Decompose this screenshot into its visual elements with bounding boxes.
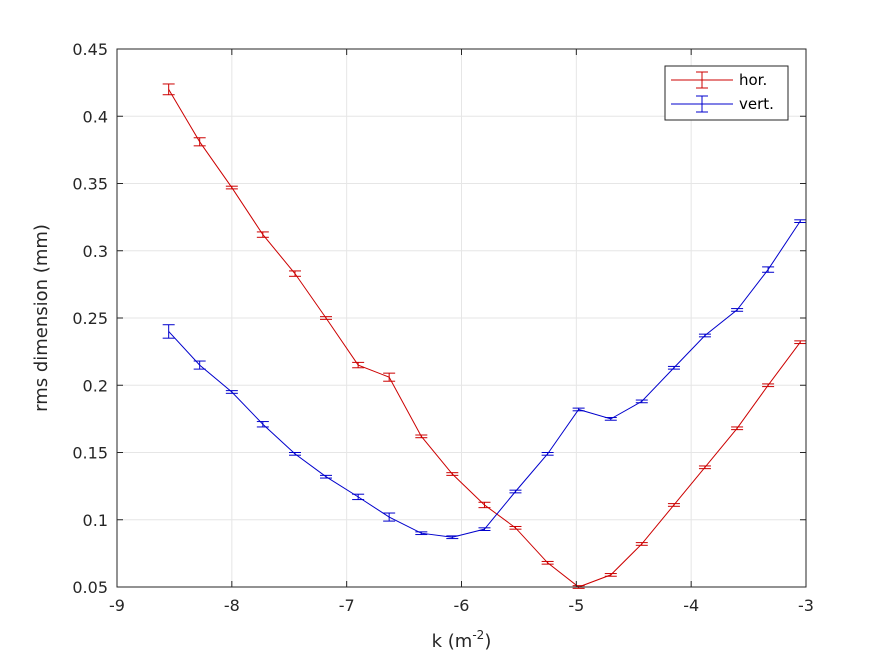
error-bar xyxy=(415,531,428,536)
error-bar xyxy=(225,185,238,190)
error-bar xyxy=(572,407,585,412)
error-bar xyxy=(352,361,365,369)
x-tick-label: -9 xyxy=(109,596,125,615)
error-bar xyxy=(794,219,807,224)
error-bar xyxy=(383,372,396,382)
error-bar xyxy=(446,472,459,476)
x-axis-label-superscript: -2 xyxy=(472,628,484,642)
error-bar xyxy=(698,465,711,470)
y-tick-label: 0.2 xyxy=(83,376,108,395)
error-bar xyxy=(698,333,711,338)
x-tick-label: -8 xyxy=(224,596,240,615)
legend-entry: vert. xyxy=(671,95,774,113)
error-bar xyxy=(352,493,365,501)
x-axis-label-main: k (m xyxy=(432,631,473,652)
error-bar xyxy=(478,527,491,532)
ticks xyxy=(116,48,807,588)
error-bar xyxy=(162,83,175,96)
error-bar xyxy=(193,360,206,370)
y-tick-label: 0.15 xyxy=(72,444,108,463)
error-bar xyxy=(794,340,807,345)
error-bar xyxy=(541,560,554,565)
legend-entry: hor. xyxy=(671,71,767,89)
error-bar xyxy=(288,452,301,456)
legend: hor. vert. xyxy=(664,65,789,121)
error-bar xyxy=(256,231,269,238)
error-bar xyxy=(319,316,332,320)
error-bar xyxy=(288,270,301,277)
legend-label: vert. xyxy=(739,95,774,113)
x-tick-label: -4 xyxy=(683,596,699,615)
y-tick-label: 0.3 xyxy=(83,242,108,261)
x-tick-label: -3 xyxy=(798,596,814,615)
x-axis-label-suffix: ) xyxy=(484,631,491,652)
error-bar xyxy=(509,489,522,494)
error-bar xyxy=(667,365,680,370)
error-bar xyxy=(762,266,775,273)
error-bar xyxy=(762,383,775,388)
error-bar xyxy=(635,399,648,404)
error-bar xyxy=(478,501,491,509)
series-group xyxy=(162,83,807,589)
error-bar xyxy=(193,137,206,147)
error-bar xyxy=(509,525,522,530)
x-tick-label: -5 xyxy=(568,596,584,615)
series-hor xyxy=(162,83,807,589)
y-tick-label: 0.05 xyxy=(72,578,108,597)
error-bar xyxy=(256,421,269,428)
error-bar xyxy=(667,503,680,507)
y-tick-label: 0.1 xyxy=(83,511,108,530)
error-bar xyxy=(446,535,459,540)
y-tick-label: 0.45 xyxy=(72,40,108,59)
y-axis-label: rms dimension (mm) xyxy=(31,224,52,412)
error-bar xyxy=(225,390,238,394)
x-tick-label: -6 xyxy=(454,596,470,615)
error-bar xyxy=(604,417,617,421)
error-bar xyxy=(541,452,554,456)
y-tick-label: 0.4 xyxy=(83,107,108,126)
error-bar xyxy=(162,324,175,339)
error-bar xyxy=(415,434,428,439)
legend-box xyxy=(664,65,789,121)
x-axis-label: k (m-2) xyxy=(432,628,492,652)
x-tick-label: -7 xyxy=(339,596,355,615)
legend-label: hor. xyxy=(739,71,767,89)
y-tick-label: 0.35 xyxy=(72,175,108,194)
error-bar xyxy=(731,308,744,312)
error-bar xyxy=(731,426,744,431)
error-bar xyxy=(383,512,396,522)
error-bar xyxy=(635,542,648,546)
tick-labels: -9 -8 -7 -6 -5 -4 -3 0.05 0.1 0.15 0.2 0.25 0.3 0.35 0… xyxy=(72,40,814,615)
error-bar xyxy=(604,573,617,577)
series-vert xyxy=(162,219,807,540)
error-bar xyxy=(319,474,332,479)
y-tick-label: 0.25 xyxy=(72,309,108,328)
